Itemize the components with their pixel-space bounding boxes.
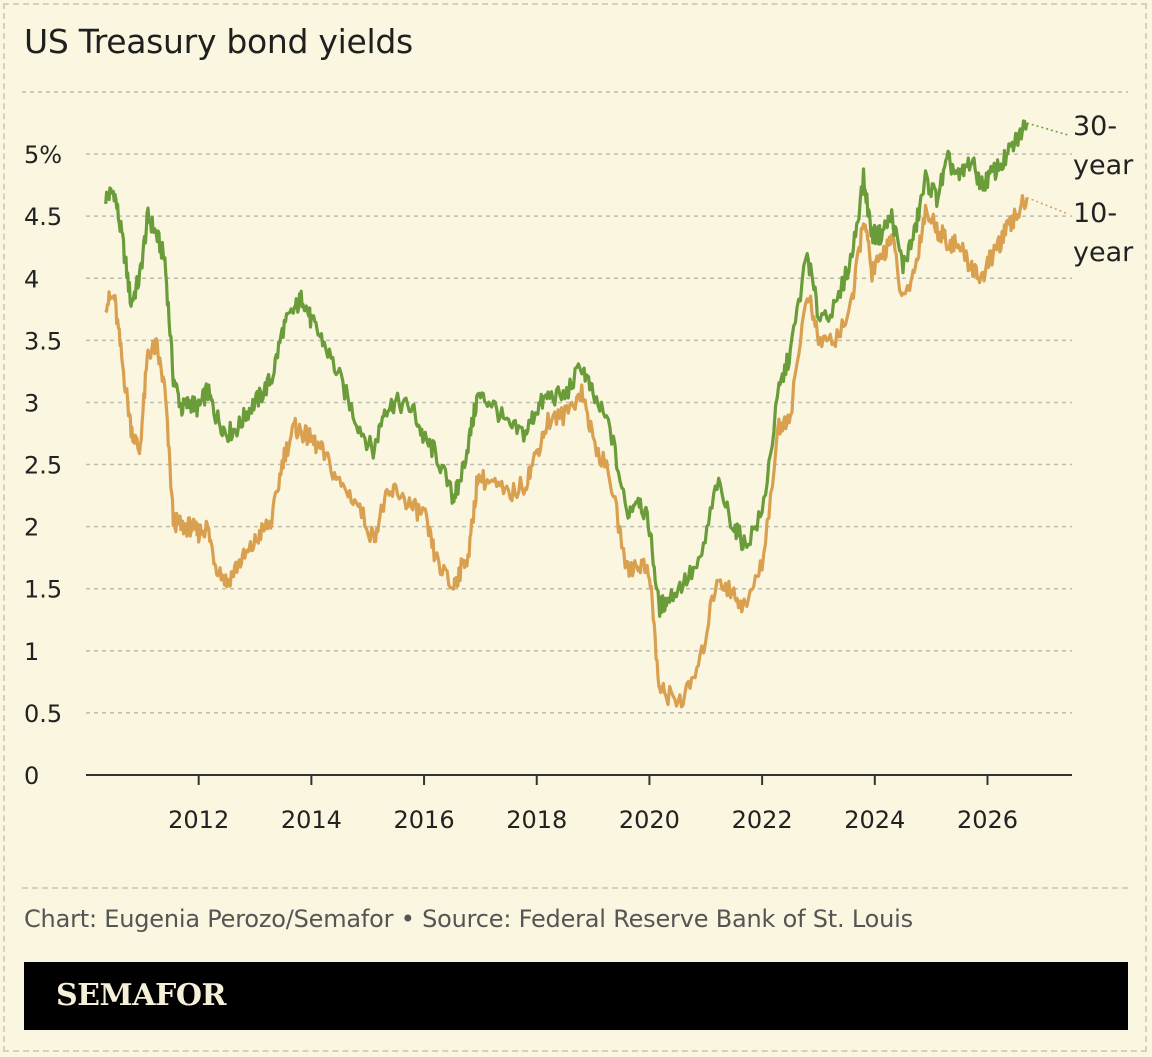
grid xyxy=(22,91,1128,714)
brand-logo: SEMAFOR xyxy=(56,978,226,1013)
series-leader xyxy=(1026,122,1069,136)
x-tick-label: 2016 xyxy=(394,806,455,834)
x-tick-label: 2022 xyxy=(732,806,793,834)
y-tick-label: 1 xyxy=(24,638,39,666)
chart-frame xyxy=(3,3,1147,1052)
series-leader xyxy=(1026,196,1069,215)
series-label: year xyxy=(1073,150,1134,181)
series-lines xyxy=(104,119,1029,709)
x-tick-label: 2026 xyxy=(957,806,1018,834)
series-line-30-year xyxy=(104,119,1029,618)
series-line-10-year xyxy=(104,194,1029,709)
x-tick-label: 2014 xyxy=(281,806,342,834)
y-tick-label: 0.5 xyxy=(24,700,62,728)
chart-title: US Treasury bond yields xyxy=(24,22,413,61)
series-label: 10- xyxy=(1073,198,1117,229)
caption-divider xyxy=(22,887,1128,889)
y-tick-label: 1.5 xyxy=(24,576,62,604)
y-tick-label: 2.5 xyxy=(24,452,62,480)
brand-bar: SEMAFOR xyxy=(24,962,1128,1030)
y-axis: 0 0.5 1 1.5 2 2.5 3 3.5 4 4.5 5% xyxy=(24,141,62,790)
x-tick-label: 2012 xyxy=(168,806,229,834)
y-tick-label: 4 xyxy=(24,265,39,293)
x-tick-label: 2020 xyxy=(619,806,680,834)
x-tick-label: 2018 xyxy=(506,806,567,834)
y-tick-label: 5% xyxy=(24,141,62,169)
source-caption: Chart: Eugenia Perozo/Semafor • Source: … xyxy=(24,905,913,933)
x-tick-label: 2024 xyxy=(844,806,905,834)
y-tick-label: 0 xyxy=(24,762,39,790)
y-tick-label: 2 xyxy=(24,514,39,542)
series-label: 30- xyxy=(1073,111,1117,142)
x-axis: 2012 2014 2016 2018 2020 2022 2024 2026 xyxy=(86,774,1072,834)
y-tick-label: 3.5 xyxy=(24,327,62,355)
series-label: year xyxy=(1073,237,1134,268)
y-tick-label: 3 xyxy=(24,389,39,417)
series-labels: 10- year 30- year xyxy=(1026,111,1134,268)
y-tick-label: 4.5 xyxy=(24,203,62,231)
